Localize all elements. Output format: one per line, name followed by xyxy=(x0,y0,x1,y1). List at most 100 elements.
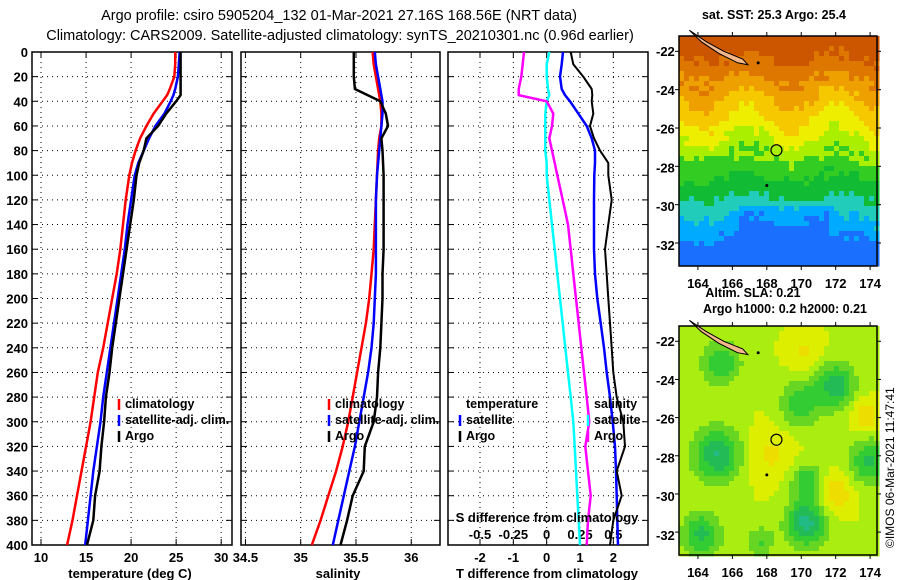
map-cell xyxy=(759,96,765,102)
map-cell xyxy=(854,486,860,492)
map-cell xyxy=(819,541,825,547)
map-cell xyxy=(779,191,785,197)
map-cell xyxy=(719,166,725,172)
map-cell xyxy=(764,446,770,452)
map-cell xyxy=(854,166,860,172)
map-cell xyxy=(704,136,710,142)
map-cell xyxy=(709,386,715,392)
map-cell xyxy=(724,191,730,197)
map-cell xyxy=(834,471,840,477)
map-cell xyxy=(724,386,730,392)
map-cell xyxy=(739,236,745,242)
map-cell xyxy=(689,491,695,497)
map-cell xyxy=(814,531,820,537)
map-cell xyxy=(814,411,820,417)
map-cell xyxy=(689,376,695,382)
map-cell xyxy=(864,196,870,202)
map-cell xyxy=(859,141,865,147)
map-cell xyxy=(769,91,775,97)
map-cell xyxy=(744,46,750,52)
map-cell xyxy=(744,211,750,217)
map-cell xyxy=(849,171,855,177)
map-cell xyxy=(799,56,805,62)
map-cell xyxy=(764,151,770,157)
map-cell xyxy=(709,471,715,477)
map-cell xyxy=(794,501,800,507)
map-cell xyxy=(699,76,705,82)
map-cell xyxy=(704,201,710,207)
map-cell xyxy=(729,186,735,192)
map-cell xyxy=(839,486,845,492)
map-cell xyxy=(719,36,725,42)
map-cell xyxy=(784,441,790,447)
map-cell xyxy=(844,526,850,532)
map-cell xyxy=(764,186,770,192)
map-cell xyxy=(804,181,810,187)
map-cell xyxy=(849,151,855,157)
map-cell xyxy=(689,521,695,527)
map-cell xyxy=(854,506,860,512)
map-cell xyxy=(759,106,765,112)
map-cell xyxy=(859,131,865,137)
map-cell xyxy=(719,191,725,197)
map-cell xyxy=(724,416,730,422)
map-cell xyxy=(749,246,755,252)
map-cell xyxy=(799,366,805,372)
map-cell xyxy=(864,376,870,382)
map-cell xyxy=(754,126,760,132)
map-cell xyxy=(799,401,805,407)
map-cell xyxy=(684,551,690,557)
map-cell xyxy=(839,226,845,232)
map-cell xyxy=(689,456,695,462)
x-tick-label: -2 xyxy=(474,550,486,565)
map-cell xyxy=(784,251,790,257)
map-cell xyxy=(699,41,705,47)
map-cell xyxy=(829,146,835,152)
map-cell xyxy=(769,351,775,357)
map-cell xyxy=(679,551,685,557)
map-cell xyxy=(729,506,735,512)
map-cell xyxy=(834,81,840,87)
map-cell xyxy=(734,191,740,197)
map-cell xyxy=(839,421,845,427)
map-cell xyxy=(849,396,855,402)
map-cell xyxy=(704,476,710,482)
map-cell xyxy=(824,521,830,527)
map-cell xyxy=(764,386,770,392)
map-cell xyxy=(774,251,780,257)
map-cell xyxy=(719,411,725,417)
map-cell xyxy=(729,551,735,557)
map-cell xyxy=(814,431,820,437)
map-cell xyxy=(734,406,740,412)
map-cell xyxy=(734,231,740,237)
map-cell xyxy=(679,401,685,407)
map-cell xyxy=(709,391,715,397)
map-cell xyxy=(759,406,765,412)
x-tick-label: 15 xyxy=(79,550,93,565)
y-tick-label: 380 xyxy=(6,513,28,528)
satellite-adj-clim-line xyxy=(83,51,181,546)
map-cell xyxy=(824,431,830,437)
map-cell xyxy=(864,466,870,472)
map-cell xyxy=(724,196,730,202)
map-cell xyxy=(739,521,745,527)
map-cell xyxy=(719,386,725,392)
map-cell xyxy=(824,406,830,412)
map-cell xyxy=(679,51,685,57)
map-cell xyxy=(854,521,860,527)
map-cell xyxy=(744,476,750,482)
map-cell xyxy=(739,476,745,482)
map-cell xyxy=(869,501,875,507)
map-cell xyxy=(679,371,685,377)
legend-label: climatology xyxy=(335,397,405,411)
map-cell xyxy=(709,196,715,202)
map-cell xyxy=(714,56,720,62)
map-cell xyxy=(854,36,860,42)
map-cell xyxy=(819,396,825,402)
map-cell xyxy=(814,541,820,547)
map-cell xyxy=(829,411,835,417)
map-cell xyxy=(814,181,820,187)
map-cell xyxy=(769,211,775,217)
map-cell xyxy=(799,221,805,227)
map-cell xyxy=(794,516,800,522)
